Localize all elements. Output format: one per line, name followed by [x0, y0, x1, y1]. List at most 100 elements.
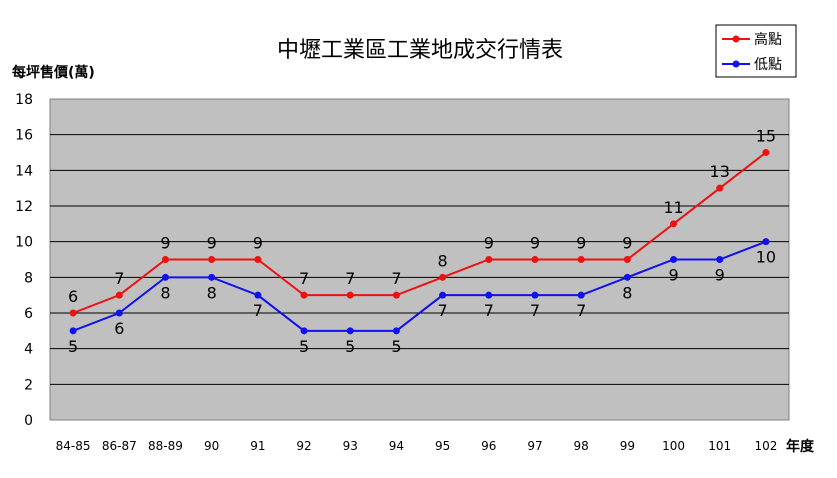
gridlines	[50, 134, 789, 385]
data-label: 7	[484, 301, 494, 320]
data-label: 6	[114, 319, 124, 338]
data-label: 5	[299, 337, 309, 356]
data-label: 7	[530, 301, 540, 320]
data-label: 7	[299, 269, 309, 288]
series-line-high	[72, 151, 767, 314]
data-point	[485, 256, 493, 263]
y-tick-label: 8	[24, 270, 33, 286]
x-tick-label: 84-85	[56, 439, 91, 453]
data-label: 9	[622, 234, 632, 253]
y-tick-label: 6	[24, 306, 33, 322]
x-tick-label: 97	[527, 439, 542, 453]
data-point	[208, 256, 216, 263]
data-label: 9	[207, 234, 217, 253]
data-point	[577, 291, 585, 299]
y-tick-label: 16	[15, 128, 33, 144]
series-lines	[69, 149, 770, 335]
data-label: 8	[160, 283, 170, 302]
data-label: 8	[438, 251, 448, 270]
y-tick-label: 0	[24, 413, 33, 429]
data-label: 7	[114, 269, 124, 288]
x-tick-label: 102	[754, 439, 777, 453]
x-tick-label: 100	[662, 439, 685, 453]
data-label: 9	[253, 234, 263, 253]
x-axis-ticks: 84-85 86-87 88-89 90 91 92 93 94 95 96 97 98 99 100 10…	[56, 439, 778, 453]
y-tick-label: 4	[24, 342, 33, 358]
data-label: 7	[576, 301, 586, 320]
data-point	[69, 327, 77, 335]
data-point	[208, 273, 216, 281]
x-tick-label: 90	[204, 439, 219, 453]
data-point	[392, 327, 400, 335]
data-point	[623, 256, 631, 263]
x-tick-label: 96	[481, 439, 496, 453]
x-tick-label: 88-89	[148, 439, 183, 453]
x-tick-label: 95	[435, 439, 450, 453]
y-tick-label: 2	[24, 377, 33, 393]
data-label: 7	[438, 301, 448, 320]
data-point	[346, 327, 354, 335]
data-label: 11	[663, 198, 683, 217]
data-label: 9	[668, 266, 678, 285]
data-label: 5	[391, 337, 401, 356]
data-point	[531, 291, 539, 299]
data-point	[670, 220, 678, 228]
x-tick-label: 92	[296, 439, 311, 453]
data-labels: 6 7 9 9 9 7 7 7 8 9 9 9 9 11 13 15 5 6 8 8 7 5 5 5 7 7 7 7 8 9 9 10	[68, 127, 776, 356]
x-tick-label: 99	[620, 439, 635, 453]
y-tick-label: 14	[15, 163, 33, 179]
y-tick-label: 12	[15, 199, 33, 215]
chart-title: 中壢工業區工業地成交行情表	[277, 38, 563, 63]
legend-label: 高點	[754, 31, 782, 48]
data-point	[439, 273, 447, 281]
data-point	[254, 291, 262, 299]
data-point	[716, 256, 724, 263]
data-label: 9	[484, 234, 494, 253]
legend-box	[715, 24, 797, 78]
y-axis-ticks: 0 2 4 6 8 10 12 14 16 18	[15, 92, 33, 429]
data-point	[716, 184, 724, 192]
data-label: 13	[710, 162, 730, 181]
data-point	[531, 256, 539, 263]
data-point	[161, 256, 169, 263]
data-point	[69, 309, 77, 317]
y-tick-label: 18	[15, 92, 33, 108]
data-point	[346, 291, 354, 299]
data-point	[115, 291, 123, 299]
data-label: 5	[345, 337, 355, 356]
data-label: 6	[68, 287, 78, 306]
data-label: 8	[622, 283, 632, 302]
data-point	[762, 149, 770, 156]
data-point	[115, 309, 123, 317]
data-label: 10	[756, 248, 776, 267]
data-label: 9	[715, 266, 725, 285]
data-point	[439, 291, 447, 299]
data-point	[392, 291, 400, 299]
data-point	[300, 291, 308, 299]
y-tick-label: 10	[15, 235, 33, 251]
data-point	[161, 273, 169, 281]
data-label: 15	[756, 127, 776, 146]
x-tick-label: 98	[574, 439, 589, 453]
data-label: 9	[576, 234, 586, 253]
data-point	[577, 256, 585, 263]
data-label: 8	[207, 283, 217, 302]
x-tick-label: 93	[343, 439, 358, 453]
x-tick-label: 94	[389, 439, 404, 453]
data-point	[670, 256, 678, 263]
x-axis-label: 年度	[786, 438, 815, 455]
legend-label: 低點	[754, 57, 782, 73]
data-point	[300, 327, 308, 335]
y-axis-label: 每坪售價(萬)	[12, 64, 95, 81]
data-label: 7	[391, 269, 401, 288]
data-label: 7	[345, 269, 355, 288]
data-label: 9	[530, 234, 540, 253]
data-label: 5	[68, 337, 78, 356]
data-point	[623, 273, 631, 281]
legend-marker	[732, 35, 740, 43]
x-tick-label: 86-87	[102, 439, 137, 453]
data-point	[485, 291, 493, 299]
data-label: 7	[253, 301, 263, 320]
